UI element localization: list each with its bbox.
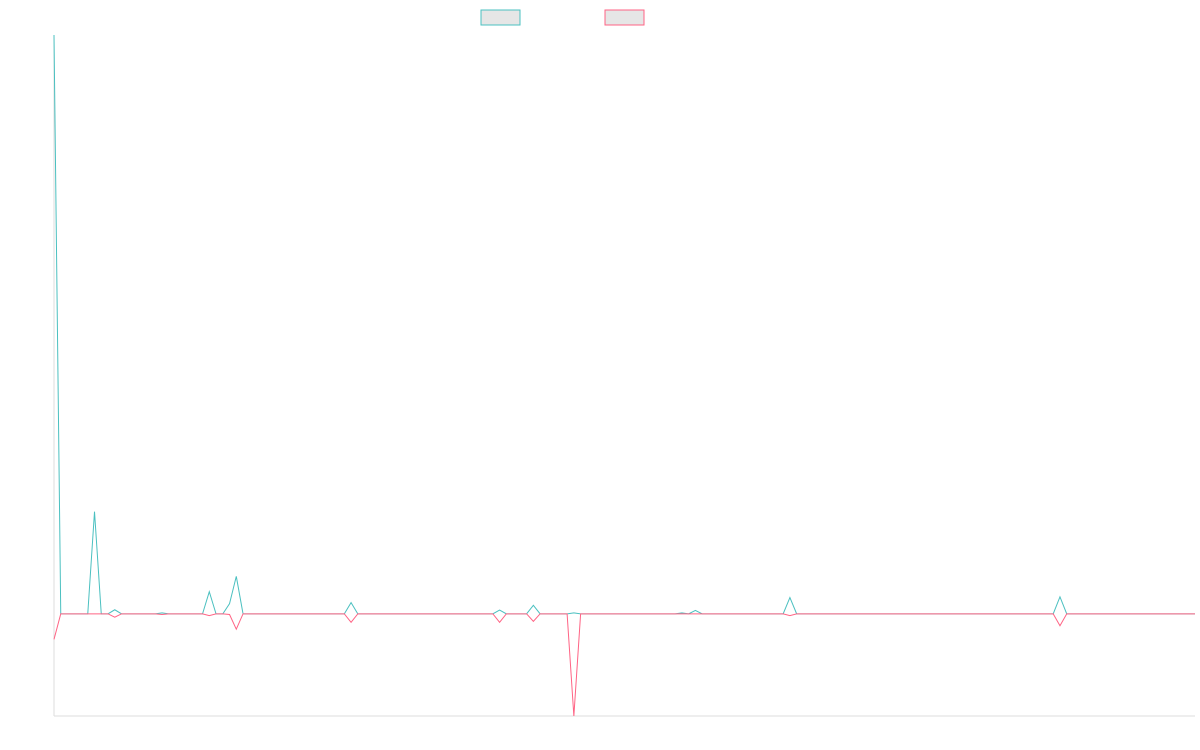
legend-swatch-series-1[interactable] xyxy=(480,9,521,26)
legend xyxy=(480,9,645,26)
legend-swatch-series-2[interactable] xyxy=(604,9,645,26)
series-layer xyxy=(53,34,1195,717)
series-line-2 xyxy=(53,613,1195,717)
series-line-1 xyxy=(53,34,1195,615)
plot-area xyxy=(53,34,1195,717)
